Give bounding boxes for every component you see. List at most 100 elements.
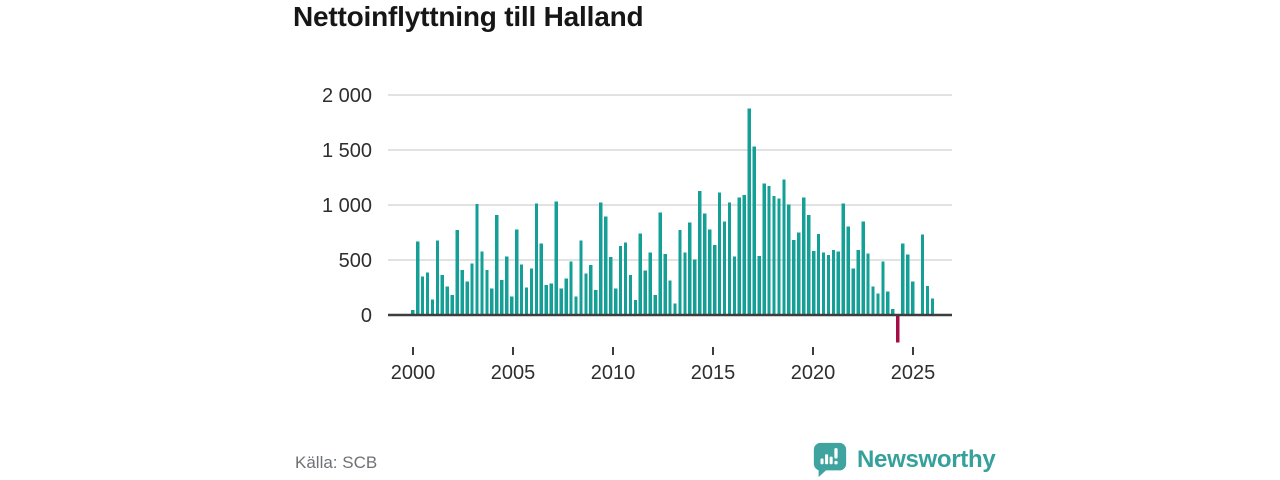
bar [876, 293, 880, 315]
bar [609, 257, 613, 315]
bar [470, 263, 474, 315]
bar [708, 229, 712, 315]
bar [460, 270, 464, 315]
bar [777, 198, 781, 315]
bar [866, 253, 870, 315]
bar [782, 179, 786, 315]
bar [435, 240, 440, 315]
bar [569, 261, 573, 315]
newsworthy-logo-icon [813, 442, 847, 478]
bar [861, 221, 865, 315]
bar [475, 204, 479, 315]
bar [450, 294, 454, 315]
bar [712, 245, 717, 315]
bar [534, 203, 539, 315]
bar [440, 274, 444, 315]
bar [539, 243, 543, 315]
newsworthy-logo[interactable]: Newsworthy [811, 440, 996, 479]
bar [673, 303, 677, 315]
bar [579, 240, 583, 315]
bar [722, 221, 727, 315]
bar [618, 246, 623, 315]
bar [668, 280, 672, 315]
bar [757, 256, 761, 315]
x-tick-mark [412, 347, 414, 355]
bar [648, 252, 652, 315]
chart-title: Nettoinflyttning till Halland [293, 1, 644, 32]
bar [613, 288, 618, 315]
bar [901, 243, 905, 315]
bar [836, 251, 840, 315]
bar [871, 286, 875, 315]
y-tick-label: 1 000 [322, 195, 372, 217]
bar [821, 252, 826, 315]
bar [703, 213, 707, 315]
bar [910, 281, 915, 315]
bar [802, 197, 806, 315]
bar [524, 287, 529, 315]
bar [797, 232, 801, 315]
bar [787, 204, 791, 315]
y-tick-label: 500 [339, 250, 372, 272]
x-tick-mark [612, 347, 614, 355]
x-tick-mark [512, 347, 514, 355]
bar [411, 310, 415, 315]
bar [544, 284, 548, 315]
y-tick-label: 2 000 [322, 85, 372, 107]
bar [891, 308, 895, 315]
bar [604, 216, 608, 315]
bar [717, 192, 722, 315]
bar [425, 272, 430, 315]
bar [564, 278, 568, 315]
bar [693, 259, 697, 315]
bar [455, 229, 459, 315]
y-tick-label: 0 [361, 305, 372, 327]
bar [628, 274, 633, 315]
bar [698, 191, 702, 315]
bar [683, 252, 687, 315]
bar [465, 281, 469, 315]
x-tick-mark [812, 347, 814, 355]
bar [930, 298, 935, 315]
bar [623, 242, 628, 315]
x-tick-label: 2010 [591, 362, 636, 384]
bar [638, 233, 642, 315]
bar [658, 212, 662, 315]
bar [594, 290, 598, 315]
bar [856, 250, 860, 315]
bar [420, 276, 425, 315]
bar [480, 251, 484, 315]
x-tick-label: 2005 [491, 362, 536, 384]
x-tick-mark [912, 347, 914, 355]
bar [495, 215, 499, 315]
bar [906, 254, 910, 315]
x-tick-mark [712, 347, 714, 355]
bar [841, 203, 845, 315]
bar [519, 264, 524, 315]
y-tick-label: 1 500 [322, 140, 372, 162]
bar [445, 286, 449, 315]
bar [490, 288, 494, 315]
bar [811, 250, 816, 315]
bar [920, 234, 925, 315]
bar [881, 261, 885, 315]
bar [826, 255, 831, 315]
bar [732, 256, 737, 315]
bar [505, 256, 509, 315]
bar [772, 195, 776, 315]
x-axis-line [388, 313, 952, 317]
bar [792, 239, 796, 315]
bar [430, 299, 435, 315]
bar [653, 294, 657, 315]
bar [415, 241, 420, 315]
bar [500, 280, 504, 315]
bar [742, 194, 746, 315]
bar [589, 264, 593, 315]
bar [574, 296, 578, 315]
bar [767, 185, 771, 315]
newsworthy-wordmark: Newsworthy [857, 445, 996, 473]
bar [549, 283, 553, 315]
x-tick-label: 2025 [891, 362, 936, 384]
